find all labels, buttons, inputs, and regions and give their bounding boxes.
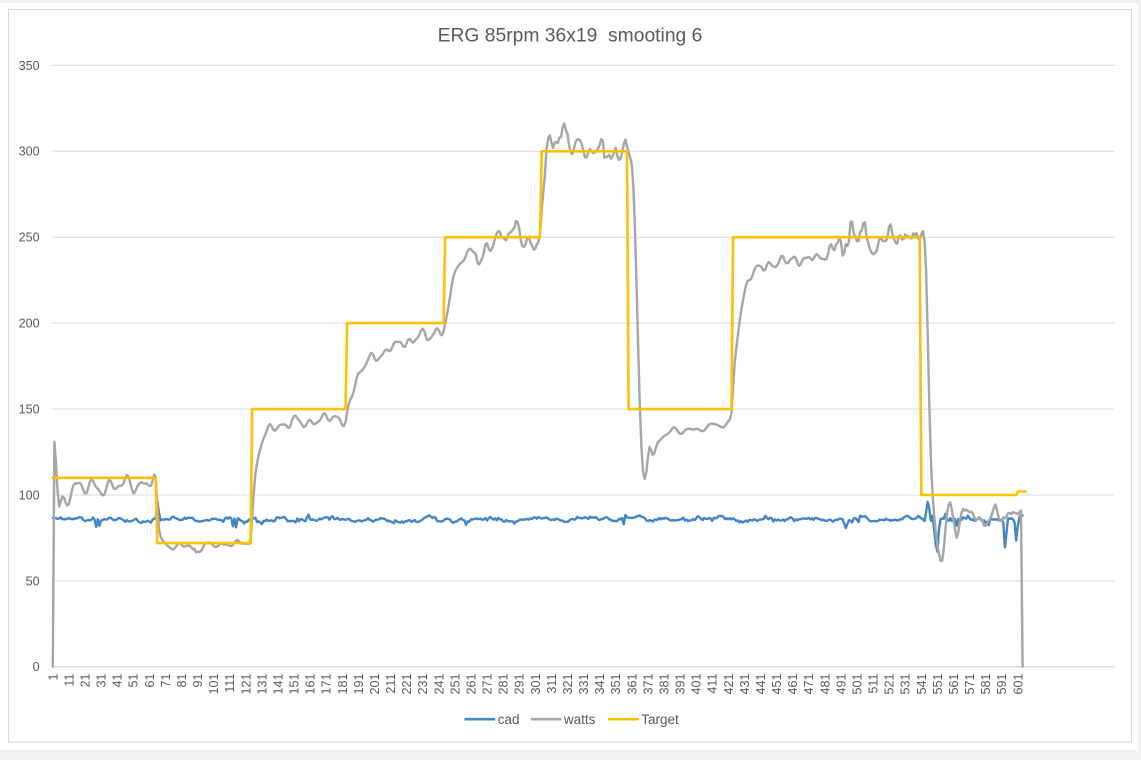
svg-text:431: 431 — [738, 674, 752, 695]
svg-text:321: 321 — [561, 674, 575, 695]
svg-text:151: 151 — [288, 674, 302, 695]
svg-text:371: 371 — [641, 674, 655, 695]
svg-text:cad: cad — [498, 712, 520, 727]
svg-text:111: 111 — [223, 674, 237, 693]
svg-text:250: 250 — [19, 231, 40, 245]
svg-text:101: 101 — [207, 674, 221, 695]
svg-text:watts: watts — [563, 712, 596, 727]
svg-text:211: 211 — [384, 674, 398, 694]
svg-text:Target: Target — [641, 712, 679, 727]
svg-text:51: 51 — [127, 674, 141, 688]
svg-text:241: 241 — [432, 674, 446, 695]
svg-text:31: 31 — [95, 674, 109, 688]
svg-text:401: 401 — [690, 674, 704, 695]
svg-text:231: 231 — [416, 674, 430, 695]
svg-text:421: 421 — [722, 674, 736, 695]
svg-text:81: 81 — [175, 674, 189, 688]
svg-text:50: 50 — [26, 574, 40, 588]
svg-text:221: 221 — [400, 674, 414, 695]
svg-text:271: 271 — [481, 674, 495, 695]
svg-text:581: 581 — [979, 674, 993, 695]
svg-text:601: 601 — [1011, 674, 1025, 695]
svg-text:1: 1 — [46, 674, 60, 681]
svg-text:471: 471 — [802, 674, 816, 695]
svg-text:251: 251 — [448, 674, 462, 695]
svg-text:91: 91 — [191, 674, 205, 688]
svg-text:41: 41 — [111, 674, 125, 688]
svg-text:121: 121 — [239, 674, 253, 695]
svg-text:150: 150 — [19, 403, 40, 417]
svg-text:171: 171 — [320, 674, 334, 695]
svg-text:361: 361 — [625, 674, 639, 695]
svg-text:541: 541 — [915, 674, 929, 695]
svg-text:281: 281 — [497, 674, 511, 695]
svg-text:0: 0 — [33, 660, 40, 674]
svg-text:261: 261 — [465, 674, 479, 695]
svg-text:201: 201 — [368, 674, 382, 695]
svg-text:200: 200 — [19, 317, 40, 331]
svg-text:521: 521 — [883, 674, 897, 695]
svg-text:531: 531 — [899, 674, 913, 695]
svg-text:131: 131 — [255, 674, 269, 695]
svg-text:491: 491 — [834, 674, 848, 695]
svg-text:461: 461 — [786, 674, 800, 695]
svg-text:411: 411 — [706, 674, 720, 694]
svg-text:511: 511 — [867, 674, 881, 694]
svg-text:100: 100 — [19, 488, 40, 502]
svg-text:311: 311 — [545, 674, 559, 694]
svg-text:331: 331 — [577, 674, 591, 695]
svg-text:451: 451 — [770, 674, 784, 695]
svg-text:141: 141 — [272, 674, 286, 695]
svg-text:71: 71 — [159, 674, 173, 688]
svg-text:571: 571 — [963, 674, 977, 695]
svg-text:191: 191 — [352, 674, 366, 695]
svg-text:551: 551 — [931, 674, 945, 695]
svg-text:341: 341 — [593, 674, 607, 695]
svg-text:21: 21 — [79, 674, 93, 688]
svg-text:591: 591 — [995, 674, 1009, 695]
svg-text:351: 351 — [609, 674, 623, 695]
svg-text:181: 181 — [336, 674, 350, 695]
svg-text:381: 381 — [658, 674, 672, 695]
svg-text:350: 350 — [19, 59, 40, 73]
svg-text:300: 300 — [19, 145, 40, 159]
svg-text:161: 161 — [304, 674, 318, 695]
svg-text:61: 61 — [143, 674, 157, 688]
svg-text:291: 291 — [513, 674, 527, 695]
svg-text:11: 11 — [62, 674, 76, 687]
svg-text:391: 391 — [674, 674, 688, 695]
svg-text:561: 561 — [947, 674, 961, 695]
svg-text:441: 441 — [754, 674, 768, 695]
svg-text:481: 481 — [818, 674, 832, 695]
svg-text:301: 301 — [529, 674, 543, 695]
svg-text:ERG 85rpm 36x19 smooting 6: ERG 85rpm 36x19 smooting 6 — [438, 26, 703, 47]
svg-text:501: 501 — [850, 674, 864, 695]
